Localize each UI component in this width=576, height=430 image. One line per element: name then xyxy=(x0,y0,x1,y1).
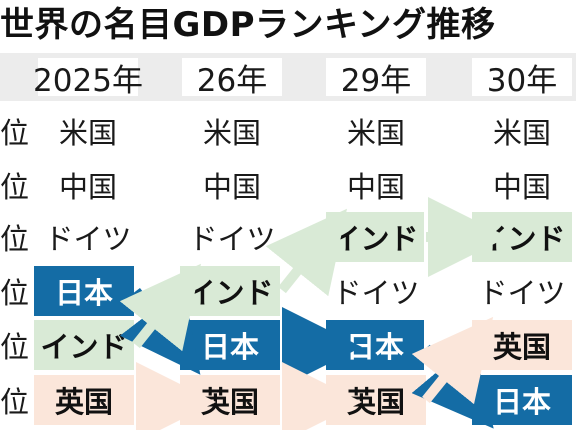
cell-rank2-29: 中国 xyxy=(346,170,405,204)
cell-rank6-30: 日本 xyxy=(472,375,572,425)
cell-rank3-2025: ドイツ xyxy=(44,222,132,256)
year-header-26: 26年 xyxy=(182,58,282,99)
cell-rank5-30: 英国 xyxy=(472,320,572,370)
cell-rank6-2025: 英国 xyxy=(34,375,134,425)
cell-rank2-2025: 中国 xyxy=(58,170,117,204)
japan-arrow-29-30 xyxy=(411,341,494,429)
cell-rank4-29: ドイツ xyxy=(332,276,420,310)
rank-label-5: 位 xyxy=(0,330,30,364)
cell-rank1-2025: 米国 xyxy=(58,116,117,150)
cell-rank1-26: 米国 xyxy=(202,116,261,150)
rank-label-4: 位 xyxy=(0,276,30,310)
cell-rank6-26: 英国 xyxy=(180,375,280,425)
india-arrow-2025-26 xyxy=(119,263,201,352)
india-arrow-26-29 xyxy=(265,208,347,297)
cell-rank4-2025: 日本 xyxy=(34,266,134,316)
cell-rank5-29: 日本 xyxy=(326,320,424,370)
rank-label-1: 位 xyxy=(0,116,30,150)
cell-rank3-30: インド xyxy=(472,212,572,262)
rank-label-2: 位 xyxy=(0,170,30,204)
cell-rank2-30: 中国 xyxy=(492,170,551,204)
cell-rank6-29: 英国 xyxy=(326,375,426,425)
year-header-29: 29年 xyxy=(326,58,426,99)
year-header-30: 30年 xyxy=(472,58,572,99)
cell-rank5-2025: インド xyxy=(34,320,134,370)
uk-arrow-29-30 xyxy=(411,316,494,405)
cell-rank2-26: 中国 xyxy=(202,170,261,204)
rank-label-3: 位 xyxy=(0,222,30,256)
cell-rank4-30: ドイツ xyxy=(478,276,566,310)
cell-rank4-26: インド xyxy=(180,266,280,316)
cell-rank1-29: 米国 xyxy=(346,116,405,150)
cell-rank3-29: インド xyxy=(326,212,424,262)
figure-title: 世界の名目GDPランキング推移 xyxy=(0,5,496,45)
cell-rank1-30: 米国 xyxy=(492,116,551,150)
japan-arrow-2025-26 xyxy=(119,286,201,375)
cell-rank3-26: ドイツ xyxy=(188,222,276,256)
year-header-2025: 2025年 xyxy=(33,58,143,99)
cell-rank5-26: 日本 xyxy=(180,320,280,370)
rank-label-6: 位 xyxy=(0,385,30,419)
